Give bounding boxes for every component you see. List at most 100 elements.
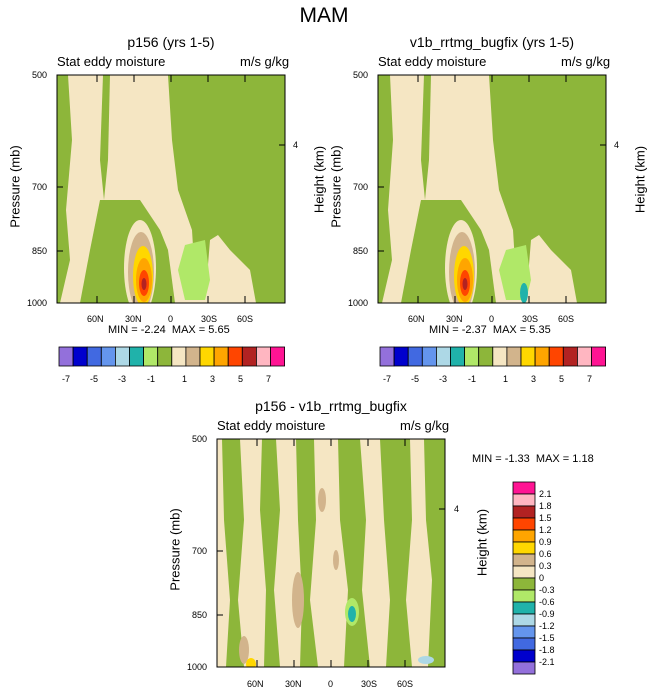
colorbar-swatch <box>185 346 201 367</box>
cbar-2-label: 3 <box>531 374 537 384</box>
panel-2-contour-teal <box>520 283 528 303</box>
cbar-3-label: 1.2 <box>539 525 552 535</box>
panel-3-xtick-30s: 30S <box>361 679 378 689</box>
panel-2-ytick-850: 850 <box>353 246 369 256</box>
panel-1-xtick-60n: 60N <box>87 314 104 324</box>
cbar-1-label: -7 <box>62 374 71 384</box>
panel-3-ticks <box>217 439 445 667</box>
panel-3-contour-green-band-3 <box>296 439 318 667</box>
colorbar-3 <box>512 481 536 675</box>
panel-3-ytick-700: 700 <box>192 546 208 556</box>
cbar-3-label: 0.9 <box>539 537 552 547</box>
panel-3-height-tick: 4 <box>454 504 460 514</box>
colorbar-swatch <box>512 505 536 519</box>
panel-3-max-prefix: MAX = <box>535 453 573 465</box>
panel-2-contour-green-strip <box>421 75 431 200</box>
panel-3-xtick-60s: 60S <box>397 679 414 689</box>
colorbar-swatch <box>562 346 578 367</box>
colorbar-swatch <box>421 346 437 367</box>
cbar-3-label: 0 <box>539 573 545 583</box>
panel-3-min-prefix: MIN = <box>472 453 505 465</box>
panel-3-contour-tan-3 <box>333 550 339 570</box>
panel-1-xtick-60s: 60S <box>237 314 254 324</box>
cbar-3-label: -1.5 <box>539 633 555 643</box>
cbar-1-label: -1 <box>147 374 156 384</box>
panel-1-ytick-1000: 1000 <box>27 298 48 308</box>
colorbar-swatch <box>492 346 508 367</box>
colorbar-swatch <box>58 346 74 367</box>
panel-3-contour-teal <box>348 606 356 622</box>
panel-1-min-value: -2.24 <box>140 324 166 336</box>
colorbar-swatch <box>577 346 592 367</box>
panel-3-contour-tan-4 <box>239 636 249 664</box>
panel-1-xtick-30n: 30N <box>125 314 142 324</box>
panel-2-ytick-500: 500 <box>353 70 369 80</box>
panel-2-height-tick: 4 <box>614 140 620 150</box>
colorbar-swatch <box>520 346 536 367</box>
colorbar-swatch <box>512 613 536 627</box>
colorbar-swatch <box>199 346 215 367</box>
colorbar-swatch <box>512 553 536 567</box>
panel-2-contour-green-west <box>378 75 393 303</box>
cbar-3-label: 0.6 <box>539 549 552 559</box>
panel-2-ytick-1000: 1000 <box>348 298 369 308</box>
cbar-1-label: -3 <box>118 374 127 384</box>
cbar-3-label: 1.8 <box>539 501 552 511</box>
colorbar-swatch <box>512 565 536 579</box>
panel-3-ytick-500: 500 <box>192 434 208 444</box>
colorbar-swatch <box>393 346 409 367</box>
panel-2-contours <box>378 75 606 303</box>
cbar-1-label: 7 <box>266 374 272 384</box>
cbar-2-label: -5 <box>411 374 420 384</box>
cbar-3-label: -0.6 <box>539 597 555 607</box>
panel-1-units: m/s g/kg <box>240 54 290 69</box>
panel-3-units: m/s g/kg <box>400 418 450 433</box>
panel-3-xtick-0: 0 <box>328 679 334 689</box>
panel-1-field-label: Stat eddy moisture <box>57 54 166 69</box>
cbar-2-label: -7 <box>383 374 392 384</box>
panel-3-contour-tan-1 <box>292 572 304 628</box>
cbar-2-label: -1 <box>468 374 477 384</box>
panel-3-contour-lightblue <box>418 656 434 664</box>
panel-1-xtick-30s: 30S <box>201 314 218 324</box>
colorbar-swatch <box>115 346 130 367</box>
panel-2-max-value: 5.35 <box>529 324 551 336</box>
panel-3-contour-yellow <box>246 658 256 667</box>
cbar-3-label: -2.1 <box>539 657 555 667</box>
cbar-2-label: -3 <box>439 374 448 384</box>
panel-2-xtick-30s: 30S <box>522 314 539 324</box>
panel-3-ytick-1000: 1000 <box>187 662 208 672</box>
cbar-3-label: -1.8 <box>539 645 555 655</box>
colorbar-swatch <box>512 493 536 507</box>
panel-2-field-label: Stat eddy moisture <box>378 54 487 69</box>
colorbar-swatch <box>86 346 102 367</box>
panel-1-height-tick: 4 <box>293 140 299 150</box>
panel-2-xtick-0: 0 <box>489 314 495 324</box>
panel-1-xtick-0: 0 <box>168 314 174 324</box>
colorbar-swatch <box>512 649 536 663</box>
panel-1-title: p156 (yrs 1-5) <box>127 34 215 50</box>
panel-2-stats: MIN = -2.37 MAX = 5.35 <box>429 324 551 336</box>
panel-1-ytick-700: 700 <box>32 182 48 192</box>
colorbar-swatch <box>512 661 536 675</box>
panel-1-contour-darkred <box>141 278 147 290</box>
colorbar-swatch <box>171 346 187 367</box>
panel-3-stats: MIN = -1.33 MAX = 1.18 <box>472 453 594 465</box>
colorbar-swatch <box>512 577 536 591</box>
colorbar-swatch <box>506 346 522 367</box>
panel-2-contour-darkred <box>462 278 468 290</box>
colorbar-swatch <box>407 346 423 367</box>
cbar-3-label: 1.5 <box>539 513 552 523</box>
cbar-1-label: 5 <box>238 374 244 384</box>
colorbar-swatch <box>129 346 145 367</box>
panel-1-min-prefix: MIN = <box>108 324 141 336</box>
colorbar-swatch <box>100 346 116 367</box>
colorbar-1 <box>58 346 286 367</box>
colorbar-swatch <box>512 481 536 495</box>
panel-2-min-value: -2.37 <box>461 324 487 336</box>
colorbar-swatch <box>548 346 564 367</box>
colorbar-swatch <box>512 589 536 603</box>
panel-2-min-prefix: MIN = <box>429 324 462 336</box>
cbar-3-label: 2.1 <box>539 489 552 499</box>
